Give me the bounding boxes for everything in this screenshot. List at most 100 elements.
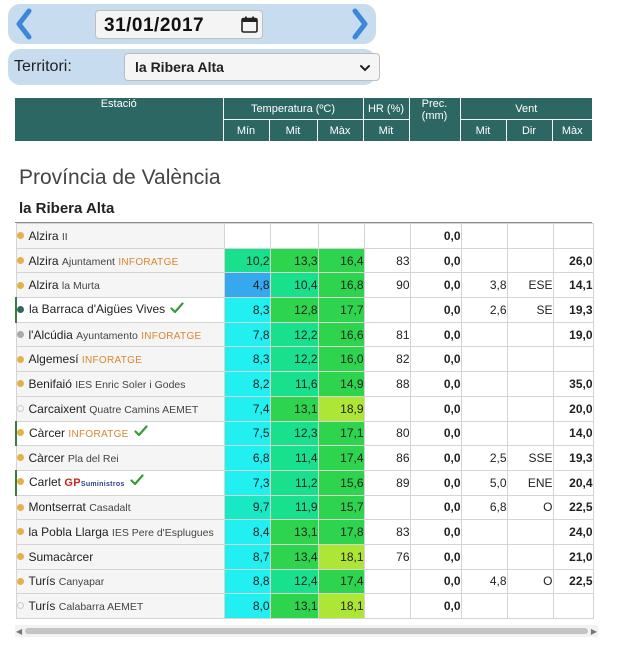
table-row[interactable]: Turís Canyapar 8,8 12,4 17,4 0,0 4,8 O 22,5 — [15, 568, 594, 595]
hr-cell — [363, 593, 411, 619]
wind-mit-cell: 6,8 — [460, 494, 508, 521]
status-dot-icon — [17, 330, 24, 338]
territory-select[interactable]: la Ribera Alta — [124, 53, 380, 81]
table-row[interactable]: Alzira II 0,0 — [15, 223, 594, 249]
wind-dir-cell — [506, 247, 554, 274]
prec-cell: 0,0 — [409, 371, 462, 397]
table-row[interactable]: Alzira Ajuntament INFORATGE 10,2 13,3 16,4 8… — [15, 247, 594, 274]
chevron-down-icon — [359, 61, 371, 73]
station-cell[interactable]: Carcaixent Quatre Camins AEMET — [15, 395, 225, 422]
wind-mit-cell — [460, 223, 508, 249]
station-cell[interactable]: Alzira Ajuntament INFORATGE — [15, 247, 225, 274]
station-name: Montserrat — [28, 500, 86, 515]
wind-max-cell: 14,1 — [552, 272, 594, 299]
header-vent-mit: Mit — [459, 119, 506, 141]
station-cell[interactable]: Alzira II — [15, 223, 225, 249]
status-dot-icon — [18, 478, 24, 486]
status-dot-icon — [17, 404, 24, 412]
header-prec-label: Prec. — [421, 98, 448, 110]
temp-mit-cell: 12,4 — [269, 568, 319, 595]
header-estacio: Estació — [15, 98, 223, 141]
date-value: 31/01/2017 — [104, 15, 205, 36]
prec-cell: 0,0 — [409, 395, 462, 422]
wind-dir-cell: O — [506, 568, 554, 595]
station-cell[interactable]: Alzira la Murta — [15, 272, 225, 299]
station-location: Quatre Camins AEMET — [89, 403, 199, 416]
status-dot-icon — [17, 577, 24, 585]
temp-min-cell: 6,8 — [223, 445, 271, 471]
station-cell[interactable]: la Pobla Llarga IES Pere d'Esplugues — [15, 519, 225, 545]
station-cell[interactable]: l'Alcúdia Ayuntamento INFORATGE — [15, 321, 225, 348]
table-row[interactable]: Carcaixent Quatre Camins AEMET 7,4 13,1 18,… — [15, 395, 594, 422]
temp-mit-cell: 11,4 — [269, 445, 319, 471]
station-name: Alzira — [28, 253, 59, 268]
chevron-right-icon[interactable] — [346, 6, 374, 42]
wind-max-cell — [552, 593, 594, 619]
table-row[interactable]: Turís Calabarra AEMET 8,0 13,1 18,1 0,0 — [15, 593, 594, 619]
scroll-right-icon[interactable]: ▶ — [590, 627, 597, 636]
scrollbar-thumb[interactable] — [25, 628, 588, 634]
hr-cell — [363, 395, 411, 422]
temp-mit-cell: 12,2 — [269, 346, 319, 373]
temp-min-cell: 7,5 — [223, 420, 271, 447]
station-cell[interactable]: Benifaió IES Enric Soler i Godes — [15, 371, 225, 397]
horizontal-scrollbar[interactable]: ◀ ▶ — [15, 625, 598, 637]
station-cell[interactable]: Algemesí INFORATGE — [15, 346, 225, 373]
check-icon — [130, 474, 144, 489]
station-cell[interactable]: Carlet GPSuministros — [15, 469, 225, 496]
header-vent-dir: Dir — [505, 119, 552, 141]
temp-max-cell: 16,6 — [317, 321, 365, 348]
wind-mit-cell — [460, 420, 508, 447]
status-dot-icon — [17, 256, 24, 264]
station-cell[interactable]: Càrcer INFORATGE — [15, 420, 225, 447]
table-row[interactable]: Sumacàrcer 8,7 13,4 18,1 76 0,0 21,0 — [15, 543, 594, 570]
wind-dir-cell — [506, 321, 554, 348]
table-row[interactable]: Montserrat Casadalt 9,7 11,9 15,7 0,0 6,8 O 22,… — [15, 494, 594, 521]
wind-max-cell: 14,0 — [552, 420, 594, 447]
hr-cell: 89 — [363, 469, 411, 496]
table-row[interactable]: Carlet GPSuministros 7,3 11,2 15,6 89 0,0 5,0 E… — [15, 469, 594, 496]
date-input[interactable]: 31/01/2017 — [95, 10, 263, 39]
table-row[interactable]: Càrcer INFORATGE 7,5 12,3 17,1 80 0,0 14,0 — [15, 420, 594, 447]
wind-dir-cell — [506, 371, 554, 397]
station-cell[interactable]: Càrcer Pla del Rei — [15, 445, 225, 471]
station-cell[interactable]: Sumacàrcer — [15, 543, 225, 570]
hr-cell: 83 — [363, 247, 411, 274]
temp-max-cell: 18,1 — [317, 593, 365, 619]
table-row[interactable]: l'Alcúdia Ayuntamento INFORATGE 7,8 12,2 16… — [15, 321, 594, 348]
table-row[interactable]: la Pobla Llarga IES Pere d'Esplugues 8,4 1… — [15, 519, 594, 545]
wind-dir-cell: ENE — [506, 469, 554, 496]
station-cell[interactable]: la Barraca d'Aigües Vives — [15, 297, 225, 323]
temp-min-cell: 7,3 — [223, 469, 271, 496]
prec-cell: 0,0 — [409, 321, 462, 348]
station-location: IES Pere d'Esplugues — [111, 527, 214, 540]
wind-mit-cell — [460, 247, 508, 274]
temp-max-cell: 14,9 — [317, 371, 365, 397]
hr-cell: 90 — [363, 272, 411, 299]
calendar-icon[interactable] — [241, 16, 258, 33]
header-tmax: Màx — [316, 119, 363, 141]
header-temperatura: Temperatura (ºC) — [222, 98, 363, 120]
subregion-title: la Ribera Alta — [19, 200, 115, 217]
wind-mit-cell: 2,6 — [460, 297, 508, 323]
wind-max-cell: 35,0 — [552, 371, 594, 397]
station-cell[interactable]: Turís Canyapar — [15, 568, 225, 595]
territory-label: Territori: — [14, 58, 72, 75]
table-row[interactable]: Alzira la Murta 4,8 10,4 16,8 90 0,0 3,8 ESE 14,… — [15, 272, 594, 299]
station-cell[interactable]: Turís Calabarra AEMET — [15, 593, 225, 619]
temp-max-cell: 17,4 — [317, 445, 365, 471]
temp-min-cell: 8,4 — [223, 519, 271, 545]
wind-mit-cell — [460, 346, 508, 373]
header-prec: Prec. (mm) — [408, 98, 460, 141]
station-cell[interactable]: Montserrat Casadalt — [15, 494, 225, 521]
table-row[interactable]: Algemesí INFORATGE 8,3 12,2 16,0 82 0,0 — [15, 346, 594, 373]
temp-min-cell: 9,7 — [223, 494, 271, 521]
wind-mit-cell: 3,8 — [460, 272, 508, 299]
table-row[interactable]: Benifaió IES Enric Soler i Godes 8,2 11,6 1… — [15, 371, 594, 397]
table-row[interactable]: la Barraca d'Aigües Vives 8,3 12,8 17,7 0,0 2… — [15, 297, 594, 323]
table-row[interactable]: Càrcer Pla del Rei 6,8 11,4 17,4 86 0,0 2,5 SSE… — [15, 445, 594, 471]
scroll-left-icon[interactable]: ◀ — [16, 627, 23, 636]
prec-cell: 0,0 — [409, 223, 462, 249]
status-dot-icon — [17, 454, 24, 462]
chevron-left-icon[interactable] — [10, 6, 38, 42]
